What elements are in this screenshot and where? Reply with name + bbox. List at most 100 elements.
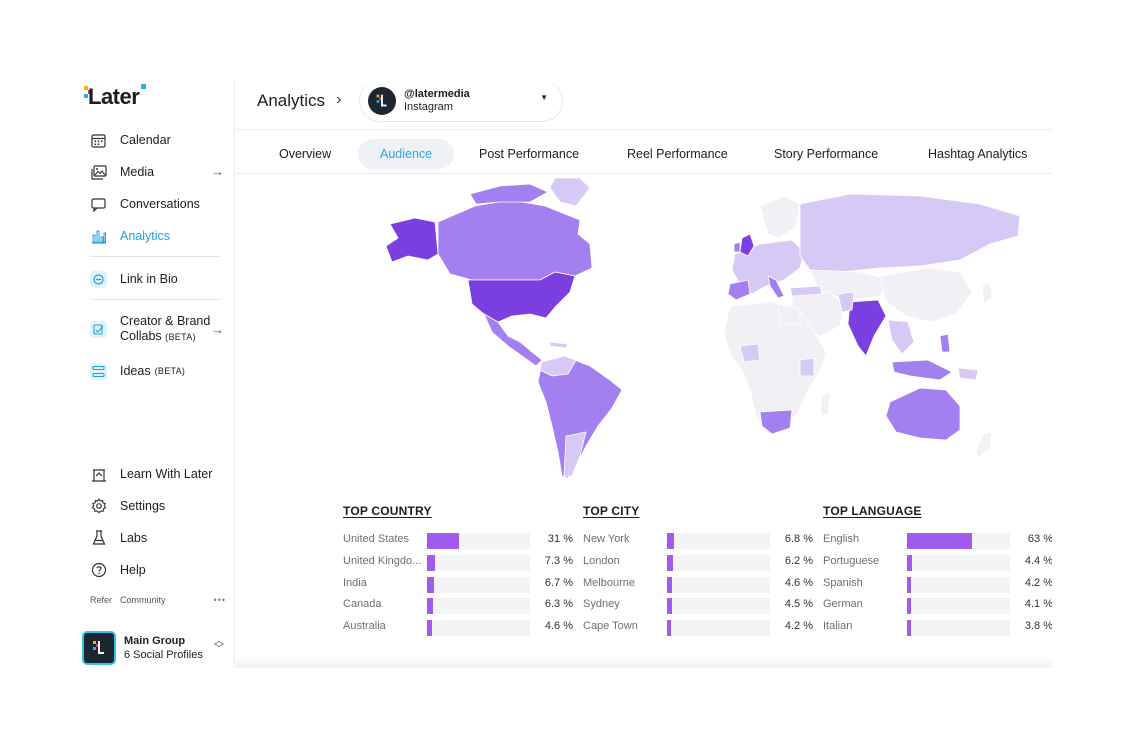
sidebar-item-label: Ideas xyxy=(120,364,151,378)
arrow-right-icon[interactable]: → xyxy=(211,164,224,179)
bar-fill xyxy=(427,554,435,571)
sidebar-item-media[interactable]: Media xyxy=(90,161,154,183)
row-label: London xyxy=(583,554,620,567)
sidebar-item-analytics[interactable]: Analytics xyxy=(90,225,170,247)
bar-fill xyxy=(667,533,674,549)
sidebar-item-ideas[interactable]: Ideas (BETA) xyxy=(90,360,185,382)
map-south-america xyxy=(537,355,623,479)
row-value: 4.1 % xyxy=(1024,598,1052,611)
profile-network: Instagram xyxy=(404,100,453,113)
map-canada xyxy=(437,199,593,281)
map-india xyxy=(847,299,887,357)
group-avatar xyxy=(82,631,116,665)
bar-track xyxy=(427,620,530,637)
sidebar-item-collabs[interactable]: Creator & Brand Collabs (BETA) xyxy=(90,314,210,346)
sidebar-item-labs[interactable]: Labs xyxy=(90,527,147,549)
row-label: United Kingdo... xyxy=(343,554,422,567)
map-iberia xyxy=(727,279,751,301)
row-label: Australia xyxy=(343,620,386,633)
page-header: Analytics › @latermedia Instagram ▼ xyxy=(236,80,1052,130)
row-label: Cape Town xyxy=(583,620,638,633)
link-icon xyxy=(90,270,107,288)
list-item: United States 31 % xyxy=(343,528,573,550)
bar-fill xyxy=(907,554,912,571)
tab-post-performance[interactable]: Post Performance xyxy=(479,147,580,161)
top-language-panel: TOP LANGUAGE English 63 % Portuguese 4.4 %… xyxy=(823,504,1052,637)
sidebar-item-link-in-bio[interactable]: Link in Bio xyxy=(90,268,178,290)
tab-audience[interactable]: Audience xyxy=(358,139,455,169)
list-item: London 6.2 % xyxy=(583,550,813,572)
list-item: Australia 4.6 % xyxy=(343,615,573,637)
row-label: German xyxy=(823,598,863,611)
ideas-icon xyxy=(90,362,107,380)
map-indonesia xyxy=(891,359,953,381)
sidebar-item-help[interactable]: Help xyxy=(90,559,146,581)
map-italy xyxy=(767,275,785,299)
bar-fill xyxy=(907,576,912,593)
row-label: United States xyxy=(343,533,410,545)
community-link[interactable]: Community xyxy=(120,595,166,605)
refer-link[interactable]: Refer xyxy=(90,595,113,605)
group-name: Main Group xyxy=(124,635,186,647)
logo-text: Later xyxy=(88,84,140,109)
chevron-up-down-icon[interactable]: ︿ ﹀ xyxy=(214,636,224,655)
row-label: India xyxy=(343,576,367,589)
map-turkey xyxy=(789,285,823,297)
sidebar: Later Calendar Media → Conversations xyxy=(80,80,235,668)
sidebar-item-settings[interactable]: Settings xyxy=(90,495,165,517)
help-icon xyxy=(90,562,107,579)
sidebar-item-conversations[interactable]: Conversations xyxy=(90,193,200,215)
map-kenya xyxy=(799,357,815,377)
sidebar-item-learn[interactable]: Learn With Later xyxy=(90,463,212,485)
map-new-zealand xyxy=(975,431,993,459)
map-scandinavia xyxy=(759,195,801,239)
profile-handle: @latermedia xyxy=(404,87,470,100)
sidebar-item-collabs-label: Creator & Brand Collabs (BETA) xyxy=(120,314,210,345)
sidebar-item-calendar[interactable]: Calendar xyxy=(90,129,171,151)
row-value: 4.2 % xyxy=(784,620,813,633)
list-item: Italian 3.8 % xyxy=(823,615,1052,637)
group-switcher[interactable]: Main Group 6 Social Profiles ︿ ﹀ xyxy=(82,630,228,666)
bar-track xyxy=(427,554,530,571)
list-item: Canada 6.3 % xyxy=(343,593,573,615)
tab-hashtag-analytics[interactable]: Hashtag Analytics xyxy=(928,147,1028,161)
tab-overview[interactable]: Overview xyxy=(279,147,332,161)
beta-badge: (BETA) xyxy=(165,332,196,342)
row-value: 63 % xyxy=(1027,533,1052,545)
page-title: Analytics xyxy=(257,91,326,110)
list-item: English 63 % xyxy=(823,528,1052,550)
row-value: 3.8 % xyxy=(1024,620,1052,633)
sidebar-item-label: Media xyxy=(120,165,155,179)
arrow-right-icon[interactable]: → xyxy=(211,322,224,337)
bar-fill xyxy=(667,576,672,593)
profile-selector[interactable]: @latermedia Instagram ▼ xyxy=(359,80,563,122)
profile-info: @latermedia Instagram xyxy=(404,88,470,114)
bar-fill xyxy=(907,533,972,549)
more-icon[interactable]: ••• xyxy=(213,595,226,605)
sidebar-item-label: Learn With Later xyxy=(120,467,213,481)
row-value: 4.4 % xyxy=(1024,554,1052,567)
list-item: Portuguese 4.4 % xyxy=(823,550,1052,572)
later-logo[interactable]: Later xyxy=(84,82,147,112)
top-country-title: TOP COUNTRY xyxy=(343,504,432,518)
bar-track xyxy=(907,598,1010,615)
map-arctic-islands xyxy=(469,183,549,205)
app-window: Later Calendar Media → Conversations xyxy=(80,80,1052,668)
tab-reel-performance[interactable]: Reel Performance xyxy=(627,147,728,161)
map-madagascar xyxy=(819,391,831,417)
top-country-panel: TOP COUNTRY United States 31 % United Kin… xyxy=(343,504,573,637)
list-item: German 4.1 % xyxy=(823,593,1052,615)
tab-story-performance[interactable]: Story Performance xyxy=(774,147,879,161)
collab-icon xyxy=(90,321,107,338)
row-label: New York xyxy=(583,533,630,545)
bar-track xyxy=(427,576,530,593)
row-value: 6.8 % xyxy=(784,533,813,545)
list-item: United Kingdo... 7.3 % xyxy=(343,550,573,572)
bar-fill xyxy=(427,576,434,593)
group-profiles-count: 6 Social Profiles xyxy=(124,649,203,661)
bar-fill xyxy=(907,620,912,637)
bar-fill xyxy=(427,620,432,637)
bar-fill xyxy=(667,598,672,615)
sidebar-item-label: Link in Bio xyxy=(120,272,178,286)
top-city-list: New York 6.8 % London 6.2 % Melbourne 4.6 %… xyxy=(583,528,813,637)
